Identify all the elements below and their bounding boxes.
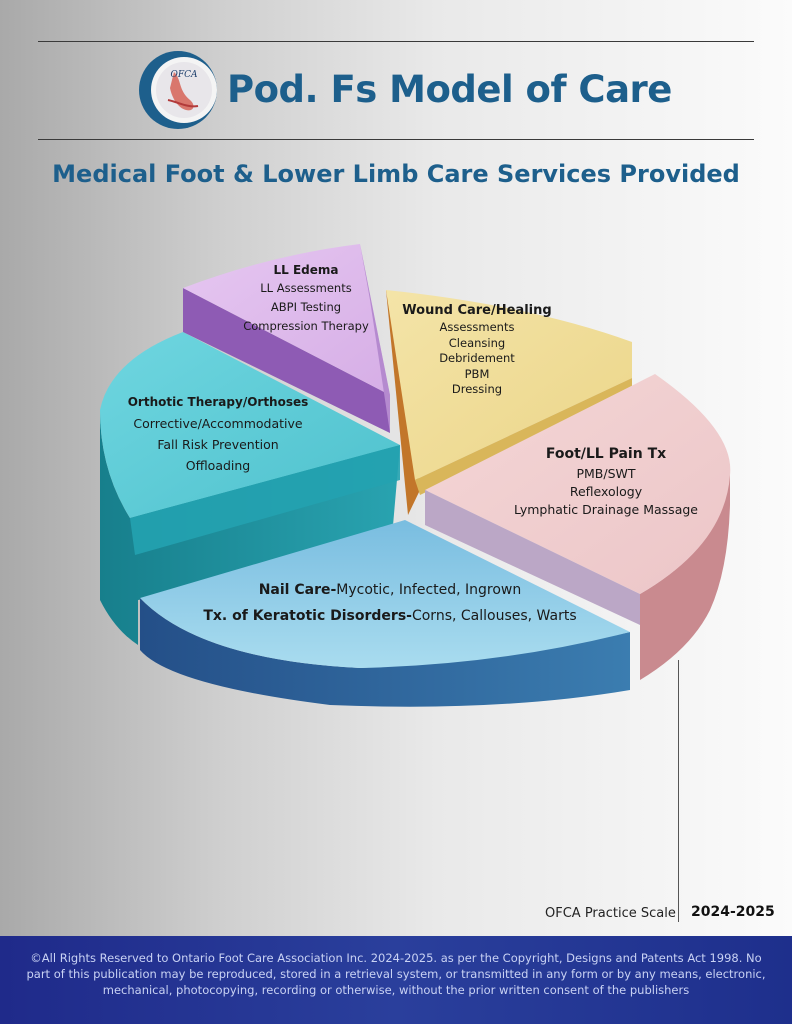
- nail-label: Nail Care-Mycotic, Infected, Ingrown Tx.…: [195, 577, 585, 629]
- keratotic-heading: Tx. of Keratotic Disorders-: [203, 608, 412, 624]
- wound-segment-top: [386, 290, 632, 480]
- nail-segment-top: [140, 520, 630, 668]
- wound-label: Wound Care/Healing Assessments Cleansing…: [398, 301, 556, 398]
- orthotic-segment-top: [100, 332, 400, 518]
- orthotic-segment-front: [130, 445, 400, 555]
- orthotic-title: Orthotic Therapy/Orthoses: [127, 395, 309, 409]
- pain-segment-top: [425, 374, 731, 594]
- wound-item: PBM: [464, 366, 490, 381]
- edema-item: LL Assessments: [260, 280, 352, 295]
- copyright-notice: ©All Rights Reserved to Ontario Foot Car…: [26, 951, 766, 997]
- orthotic-label: Orthotic Therapy/Orthoses Corrective/Acc…: [123, 392, 313, 476]
- pain-segment-side: [640, 470, 730, 680]
- wound-item: Dressing: [451, 382, 503, 396]
- edema-label: LL Edema LL Assessments ABPI Testing Com…: [237, 263, 375, 336]
- footer-band: ©All Rights Reserved to Ontario Foot Car…: [0, 936, 792, 1024]
- orthotic-item: Corrective/Accommodative: [133, 416, 303, 431]
- page-subtitle: Medical Foot & Lower Limb Care Services …: [52, 160, 740, 188]
- vertical-divider: [678, 660, 679, 922]
- wound-segment-side: [386, 290, 420, 515]
- ofca-logo: OFCA: [139, 51, 217, 129]
- pain-item: PMB/SWT: [576, 466, 636, 481]
- wound-item: Debridement: [439, 351, 515, 365]
- wound-segment-edge: [415, 378, 632, 495]
- edema-title: LL Edema: [273, 263, 339, 277]
- edema-segment-side: [183, 288, 390, 433]
- pain-item: Lymphatic Drainage Massage: [514, 502, 698, 517]
- practice-scale-label: OFCA Practice Scale: [545, 906, 676, 921]
- practice-scale-year: 2024-2025: [691, 904, 775, 920]
- logo-text: OFCA: [170, 70, 198, 80]
- top-rule: [38, 41, 754, 42]
- orthotic-item: Offloading: [185, 458, 251, 473]
- keratotic-detail: Corns, Callouses, Warts: [411, 608, 577, 624]
- wound-title: Wound Care/Healing: [402, 303, 552, 318]
- orthotic-item: Fall Risk Prevention: [157, 437, 279, 452]
- pain-segment-front: [425, 490, 640, 625]
- pain-label: Foot/LL Pain Tx PMB/SWT Reflexology Lymp…: [506, 443, 706, 519]
- edema-item: ABPI Testing: [270, 299, 342, 314]
- wound-item: Cleansing: [448, 335, 506, 350]
- nail-line-1: Nail Care-Mycotic, Infected, Ingrown: [195, 577, 585, 603]
- edema-item: Compression Therapy: [243, 318, 369, 333]
- brand-title: Pod. Fs Model of Care: [227, 68, 672, 111]
- pain-item: Reflexology: [569, 484, 643, 499]
- wound-item: Assessments: [439, 320, 515, 334]
- nail-line-2: Tx. of Keratotic Disorders-Corns, Callou…: [195, 603, 585, 629]
- nail-care-detail: Mycotic, Infected, Ingrown: [336, 582, 522, 598]
- nail-segment-side: [140, 598, 630, 707]
- middle-rule: [38, 139, 754, 140]
- nail-care-heading: Nail Care-: [258, 582, 337, 598]
- pain-title: Foot/LL Pain Tx: [545, 446, 667, 462]
- edema-segment-top: [183, 244, 390, 395]
